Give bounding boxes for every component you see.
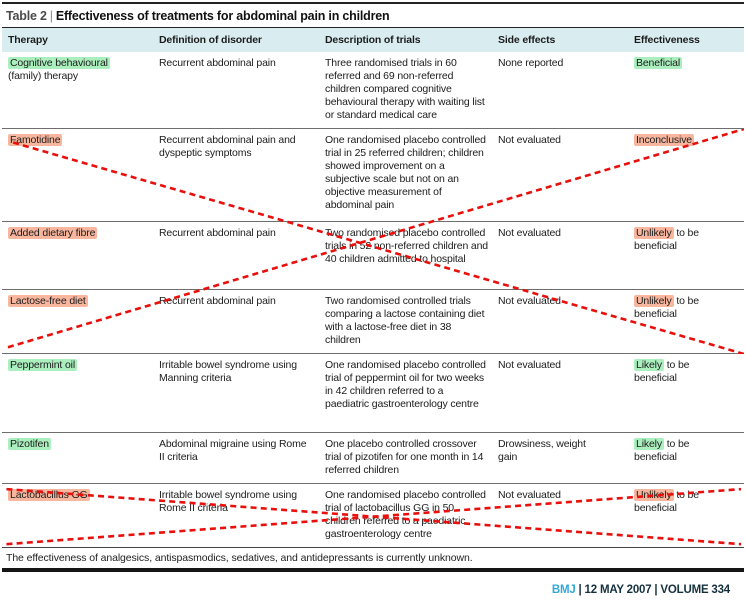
effectiveness-cell: Likely to be beneficial xyxy=(634,433,744,483)
therapy-cell: Lactobacillus GG xyxy=(2,484,159,547)
effectiveness-cell: Beneficial xyxy=(634,52,744,128)
table-number-label: Table 2 xyxy=(6,9,47,23)
trials-cell: One randomised placebo controlled trial … xyxy=(325,134,486,211)
side-effects-cell: Not evaluated xyxy=(498,295,561,307)
effectiveness-cell: Unlikely to be beneficial xyxy=(634,290,744,353)
effectiveness-cell: Inconclusive xyxy=(634,129,744,221)
trials-cell: One randomised placebo controlled trial … xyxy=(325,489,486,540)
table-header-row: Therapy Definition of disorder Descripti… xyxy=(2,28,744,52)
therapy-cell: Pizotifen xyxy=(2,433,159,483)
effectiveness-rating: Likely xyxy=(634,359,664,371)
therapy-name: Famotidine xyxy=(8,134,63,146)
therapy-cell: Peppermint oil xyxy=(2,354,159,432)
effectiveness-rating: Unlikely xyxy=(634,227,674,239)
table-row: Added dietary fibre Recurrent abdominal … xyxy=(2,222,744,290)
column-header-trials: Description of trials xyxy=(325,33,421,46)
therapy-name: Peppermint oil xyxy=(8,359,78,371)
table-row: Cognitive behavioural (family) therapy R… xyxy=(2,52,744,129)
definition-cell: Abdominal migraine using Rome II criteri… xyxy=(159,438,307,463)
effectiveness-rest: to be beneficial xyxy=(634,359,690,384)
column-header-effectiveness: Effectiveness xyxy=(634,33,700,46)
definition-cell: Recurrent abdominal pain xyxy=(159,227,276,239)
effectiveness-rating: Beneficial xyxy=(634,57,683,69)
definition-cell: Recurrent abdominal pain xyxy=(159,295,276,307)
side-effects-cell: Not evaluated xyxy=(498,359,561,371)
table-row: Peppermint oil Irritable bowel syndrome … xyxy=(2,354,744,433)
side-effects-cell: Not evaluated xyxy=(498,227,561,239)
effectiveness-rating: Unlikely xyxy=(634,489,674,501)
definition-cell: Irritable bowel syndrome using Manning c… xyxy=(159,359,297,384)
column-header-side-effects: Side effects xyxy=(498,33,556,46)
crossed-out-row-group: Lactobacillus GG Irritable bowel syndrom… xyxy=(2,484,744,548)
definition-cell: Recurrent abdominal pain and dyspeptic s… xyxy=(159,134,296,159)
side-effects-cell: Drowsiness, weight gain xyxy=(498,438,586,463)
therapy-name-continuation: (family) therapy xyxy=(8,70,78,82)
trials-cell: Two randomised placebo controlled trials… xyxy=(325,227,488,265)
table-title: Table 2 | Effectiveness of treatments for … xyxy=(2,2,744,28)
effectiveness-rest: to be beneficial xyxy=(634,438,690,463)
trials-cell: One placebo controlled crossover trial o… xyxy=(325,438,484,476)
definition-cell: Recurrent abdominal pain xyxy=(159,57,276,69)
therapy-name: Lactose-free diet xyxy=(8,295,88,307)
column-header-therapy: Therapy xyxy=(8,33,48,46)
effectiveness-rating: Unlikely xyxy=(634,295,674,307)
effectiveness-rating: Likely xyxy=(634,438,664,450)
effectiveness-rating: Inconclusive xyxy=(634,134,694,146)
trials-cell: One randomised placebo controlled trial … xyxy=(325,359,486,410)
table-footnote: The effectiveness of analgesics, antispa… xyxy=(2,548,744,572)
column-header-definition: Definition of disorder xyxy=(159,33,262,46)
therapy-cell: Added dietary fibre xyxy=(2,222,159,289)
effectiveness-cell: Unlikely to be beneficial xyxy=(634,484,744,547)
trials-cell: Two randomised controlled trials compari… xyxy=(325,295,485,346)
journal-footer: BMJ | 12 MAY 2007 | VOLUME 334 xyxy=(552,584,730,596)
journal-issue-info: | 12 MAY 2007 | VOLUME 334 xyxy=(575,584,731,596)
side-effects-cell: None reported xyxy=(498,57,564,69)
therapy-cell: Famotidine xyxy=(2,129,159,221)
table-row: Famotidine Recurrent abdominal pain and … xyxy=(2,129,744,222)
side-effects-cell: Not evaluated xyxy=(498,489,561,501)
table-row: Lactobacillus GG Irritable bowel syndrom… xyxy=(2,484,744,548)
definition-cell: Irritable bowel syndrome using Rome II c… xyxy=(159,489,297,514)
journal-name: BMJ xyxy=(551,584,576,596)
effectiveness-table: Table 2 | Effectiveness of treatments for … xyxy=(2,2,744,572)
therapy-name: Cognitive behavioural xyxy=(8,57,110,69)
crossed-out-row-group: Famotidine Recurrent abdominal pain and … xyxy=(2,129,744,354)
effectiveness-cell: Unlikely to be beneficial xyxy=(634,222,744,289)
trials-cell: Three randomised trials in 60 referred a… xyxy=(325,57,485,121)
table-row: Lactose-free diet Recurrent abdominal pa… xyxy=(2,290,744,354)
therapy-name: Lactobacillus GG xyxy=(8,489,90,501)
therapy-name: Pizotifen xyxy=(8,438,51,450)
title-separator: | xyxy=(49,9,53,23)
table-row: Pizotifen Abdominal migraine using Rome … xyxy=(2,433,744,484)
table-title-text: Effectiveness of treatments for abdomina… xyxy=(55,9,390,23)
therapy-cell: Lactose-free diet xyxy=(2,290,159,353)
effectiveness-cell: Likely to be beneficial xyxy=(634,354,744,432)
therapy-name: Added dietary fibre xyxy=(8,227,98,239)
therapy-cell: Cognitive behavioural (family) therapy xyxy=(2,52,159,128)
side-effects-cell: Not evaluated xyxy=(498,134,561,146)
